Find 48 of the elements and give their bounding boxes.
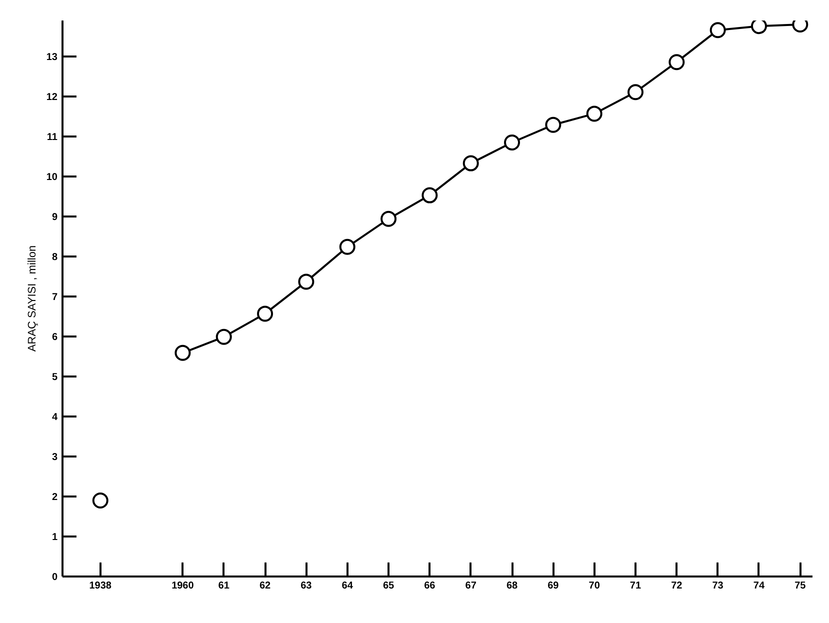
point (380, 210, 397, 227)
y-tick-label: 12 (46, 92, 58, 103)
point (668, 54, 685, 70)
y-tick-label: 4 (52, 412, 58, 423)
point (339, 238, 356, 255)
x-tick-label: 68 (506, 580, 518, 592)
point (504, 134, 520, 150)
y-axis-title: ARAÇ SAYISI , millon (26, 245, 38, 352)
x-tick-label: 67 (465, 580, 477, 592)
point (257, 306, 274, 322)
point (586, 106, 602, 122)
point (462, 155, 479, 172)
x-tick-label: 65 (382, 580, 395, 592)
x-tick-label: 73 (712, 580, 724, 592)
x-tick-label: 71 (630, 580, 642, 592)
point (750, 20, 767, 34)
x-tick-label: 66 (424, 580, 436, 592)
x-tick-label: 62 (259, 580, 272, 592)
y-tick-label: 13 (46, 52, 58, 63)
x-tick-label: 63 (300, 580, 312, 592)
point (216, 328, 232, 345)
x-tick-label: 1938 (89, 580, 112, 592)
point (298, 274, 314, 290)
x-tick-label: 75 (794, 580, 806, 592)
point (627, 84, 644, 100)
y-tick-label: 0 (52, 572, 58, 583)
y-tick-label: 3 (52, 452, 58, 463)
y-tick-label: 2 (52, 492, 58, 503)
point (710, 22, 726, 38)
x-tick-label: 61 (218, 580, 230, 592)
y-tick-label: 1 (52, 532, 58, 543)
y-tick-label: 10 (46, 172, 58, 183)
x-tick-label: 70 (588, 580, 600, 592)
x-tick-label: 64 (342, 580, 354, 592)
y-tick-label: 8 (52, 252, 58, 263)
y-tick-label: 9 (52, 212, 58, 223)
x-tick-label: 74 (753, 580, 765, 592)
x-tick-label: 69 (548, 580, 560, 592)
x-tick-label: 72 (671, 580, 683, 592)
point (545, 116, 562, 133)
y-tick-label: 11 (46, 132, 58, 143)
y-tick-label: 7 (52, 292, 58, 303)
point (422, 187, 438, 204)
x-tick-label: 1960 (172, 580, 194, 592)
y-tick-label: 5 (52, 372, 58, 383)
point (174, 344, 191, 361)
point (92, 492, 108, 508)
y-tick-label: 6 (52, 332, 58, 343)
